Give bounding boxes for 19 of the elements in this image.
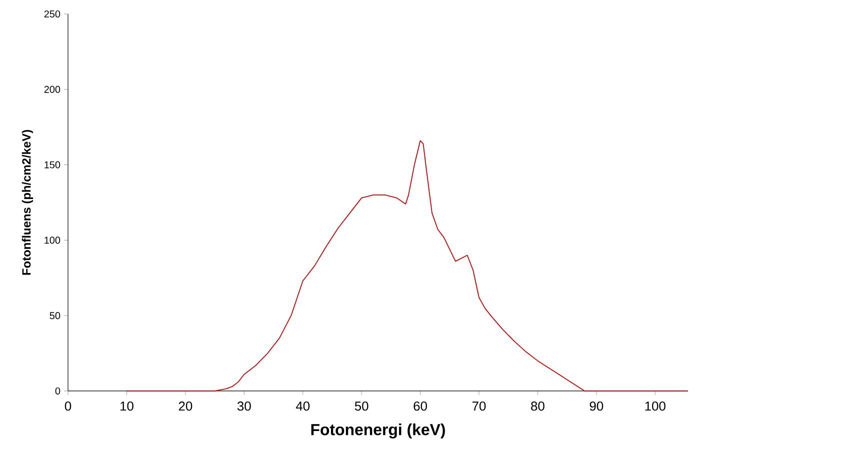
y-tick-label: 250 [44,10,60,18]
y-tick-label: 200 [44,86,60,93]
x-tick-label: 80 [531,402,544,411]
x-axis-title: Fotonenergi (keV) [311,424,445,438]
x-tick-label: 40 [296,402,310,411]
x-tick-label: 70 [472,402,486,411]
y-tick-label: 150 [44,161,60,168]
y-axis-title: Fotonfluens (ph/cm2/keV) [22,130,34,275]
y-tick-label: 0 [55,387,60,395]
x-tick-label: 60 [414,402,427,411]
x-tick-label: 90 [590,402,604,411]
x-tick-label: 10 [120,402,134,411]
x-tick-label: 20 [178,402,192,411]
x-tick-label: 0 [64,402,72,411]
y-tick-label: 50 [50,312,60,320]
x-tick-label: 50 [354,402,368,411]
x-tick-label: 30 [237,402,251,411]
y-tick-label: 100 [44,236,60,244]
x-tick-label: 100 [645,402,666,411]
